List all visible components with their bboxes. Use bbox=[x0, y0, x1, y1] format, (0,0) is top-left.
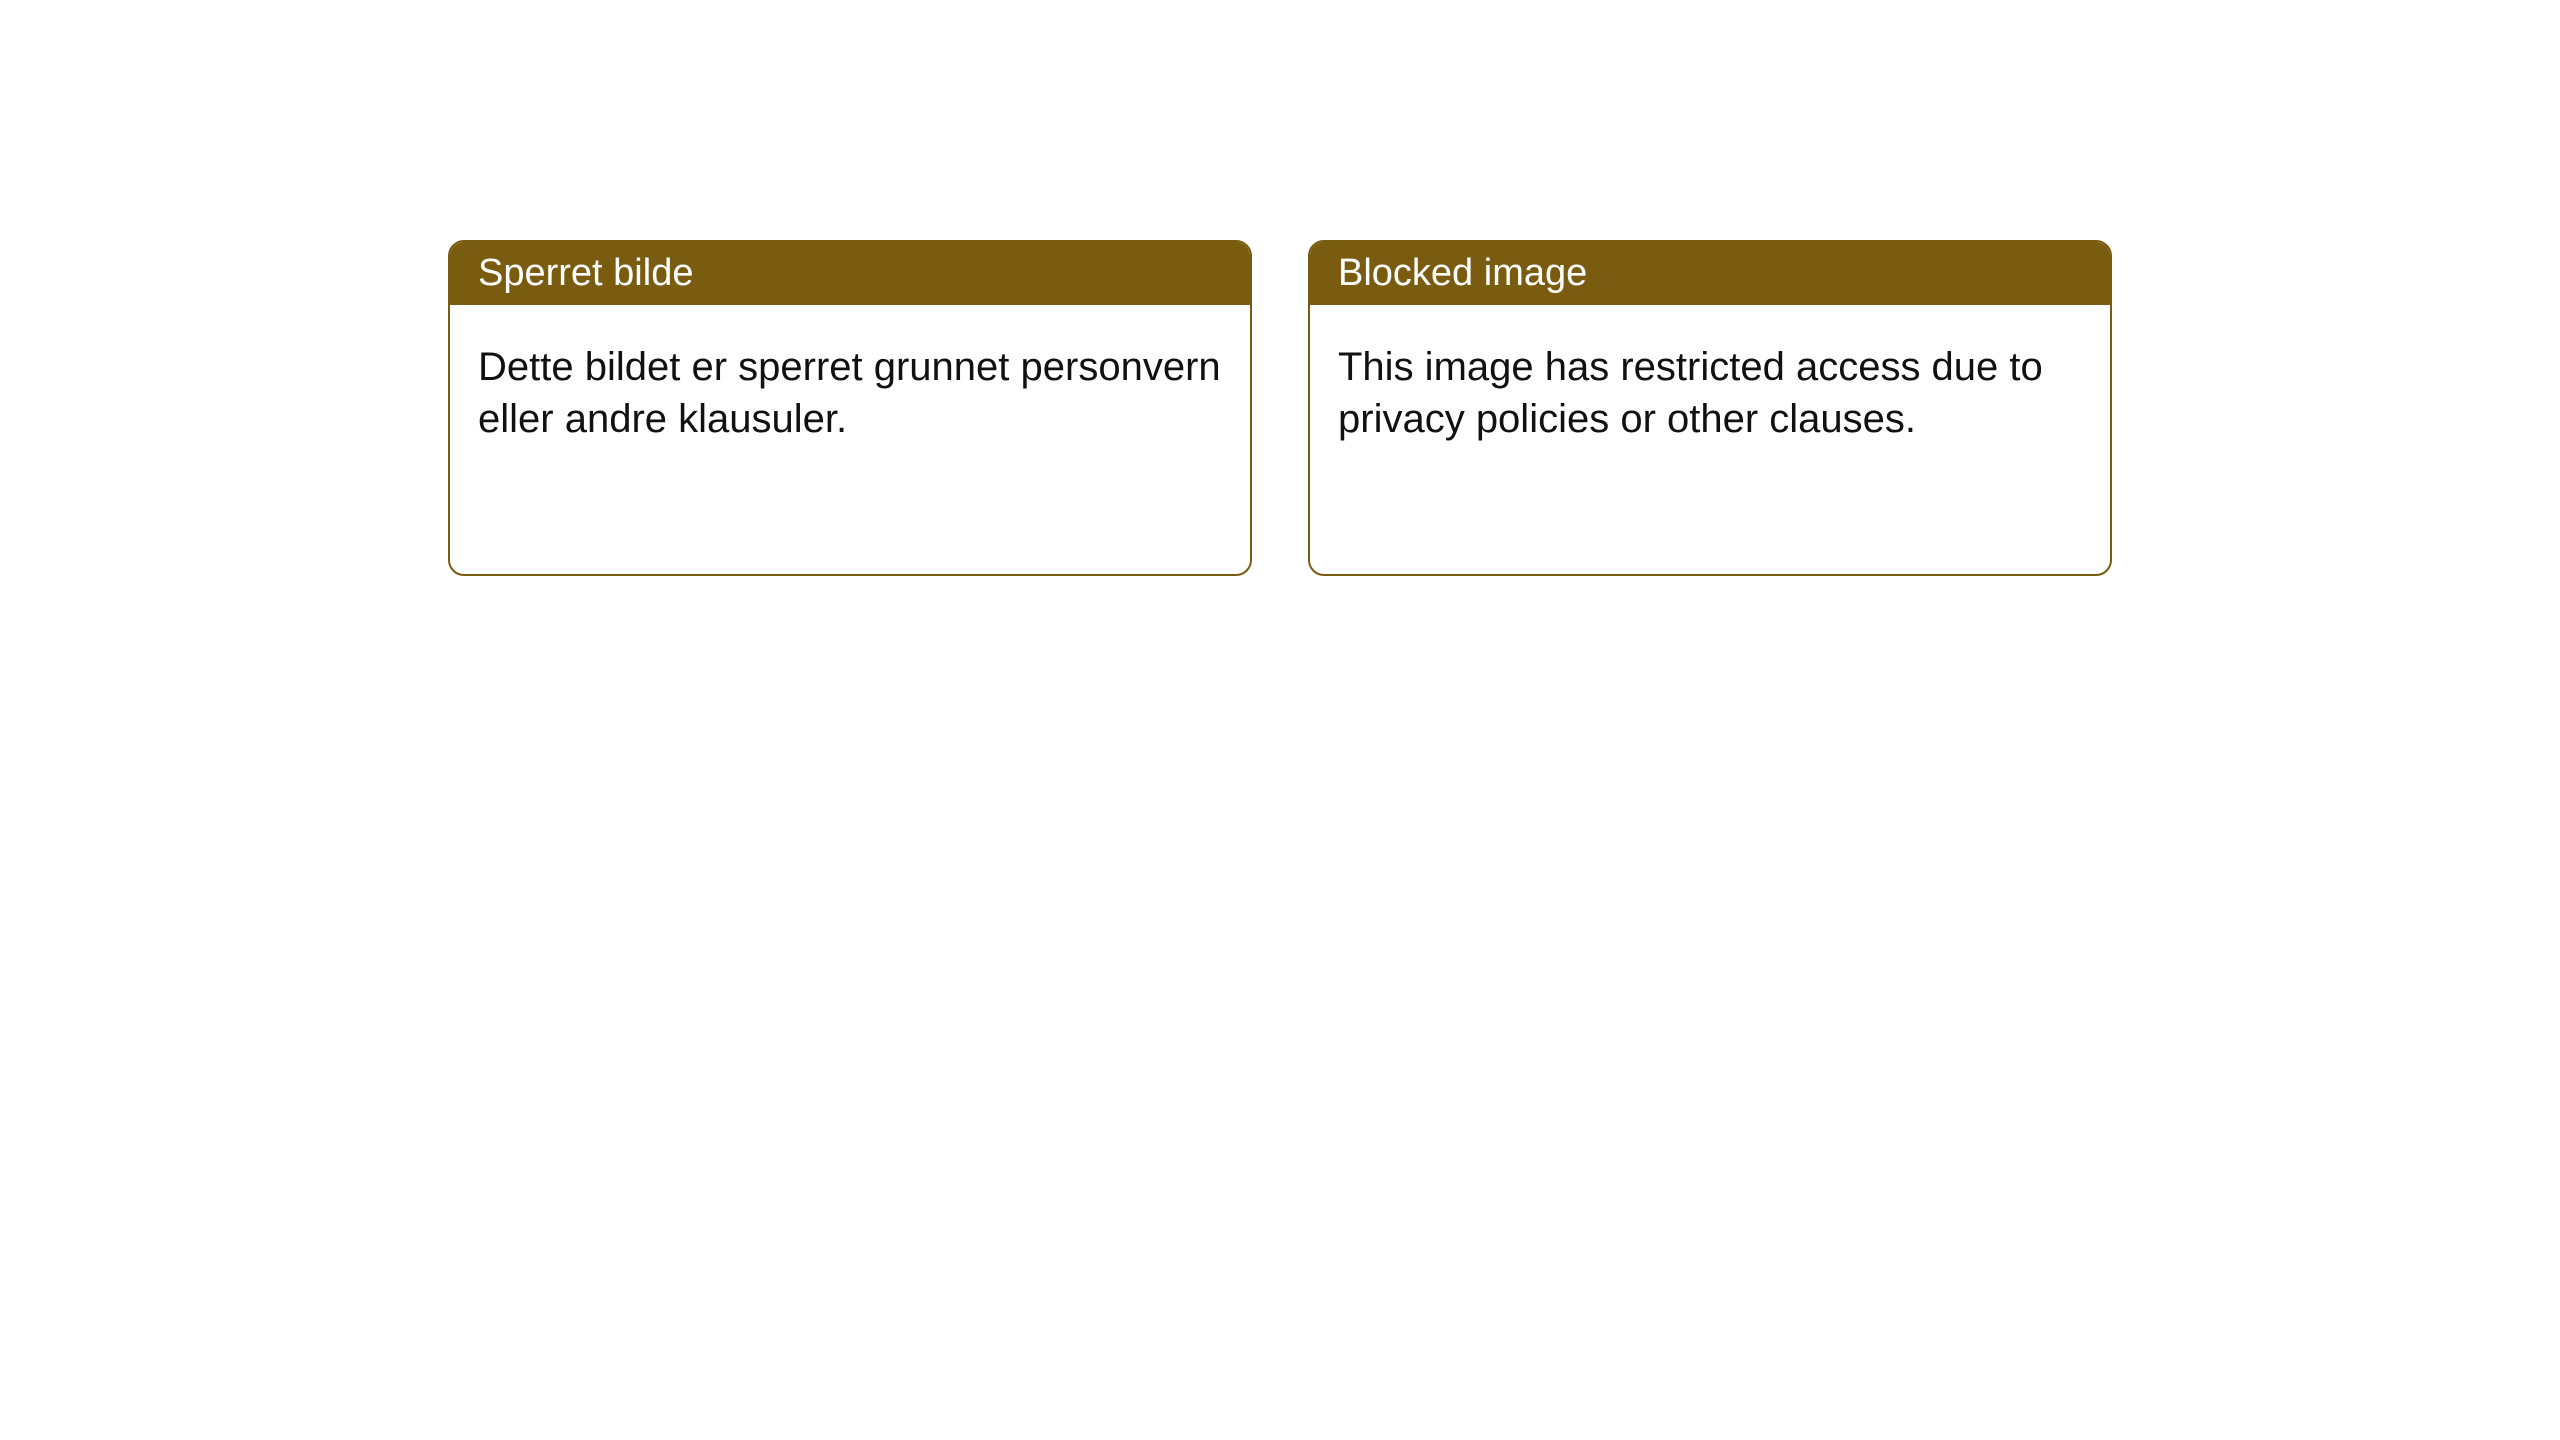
notice-body-norwegian: Dette bildet er sperret grunnet personve… bbox=[450, 305, 1250, 481]
notice-card-english: Blocked image This image has restricted … bbox=[1308, 240, 2112, 576]
notice-container: Sperret bilde Dette bildet er sperret gr… bbox=[0, 0, 2560, 576]
notice-body-english: This image has restricted access due to … bbox=[1310, 305, 2110, 481]
notice-title-norwegian: Sperret bilde bbox=[450, 242, 1250, 305]
notice-card-norwegian: Sperret bilde Dette bildet er sperret gr… bbox=[448, 240, 1252, 576]
notice-title-english: Blocked image bbox=[1310, 242, 2110, 305]
